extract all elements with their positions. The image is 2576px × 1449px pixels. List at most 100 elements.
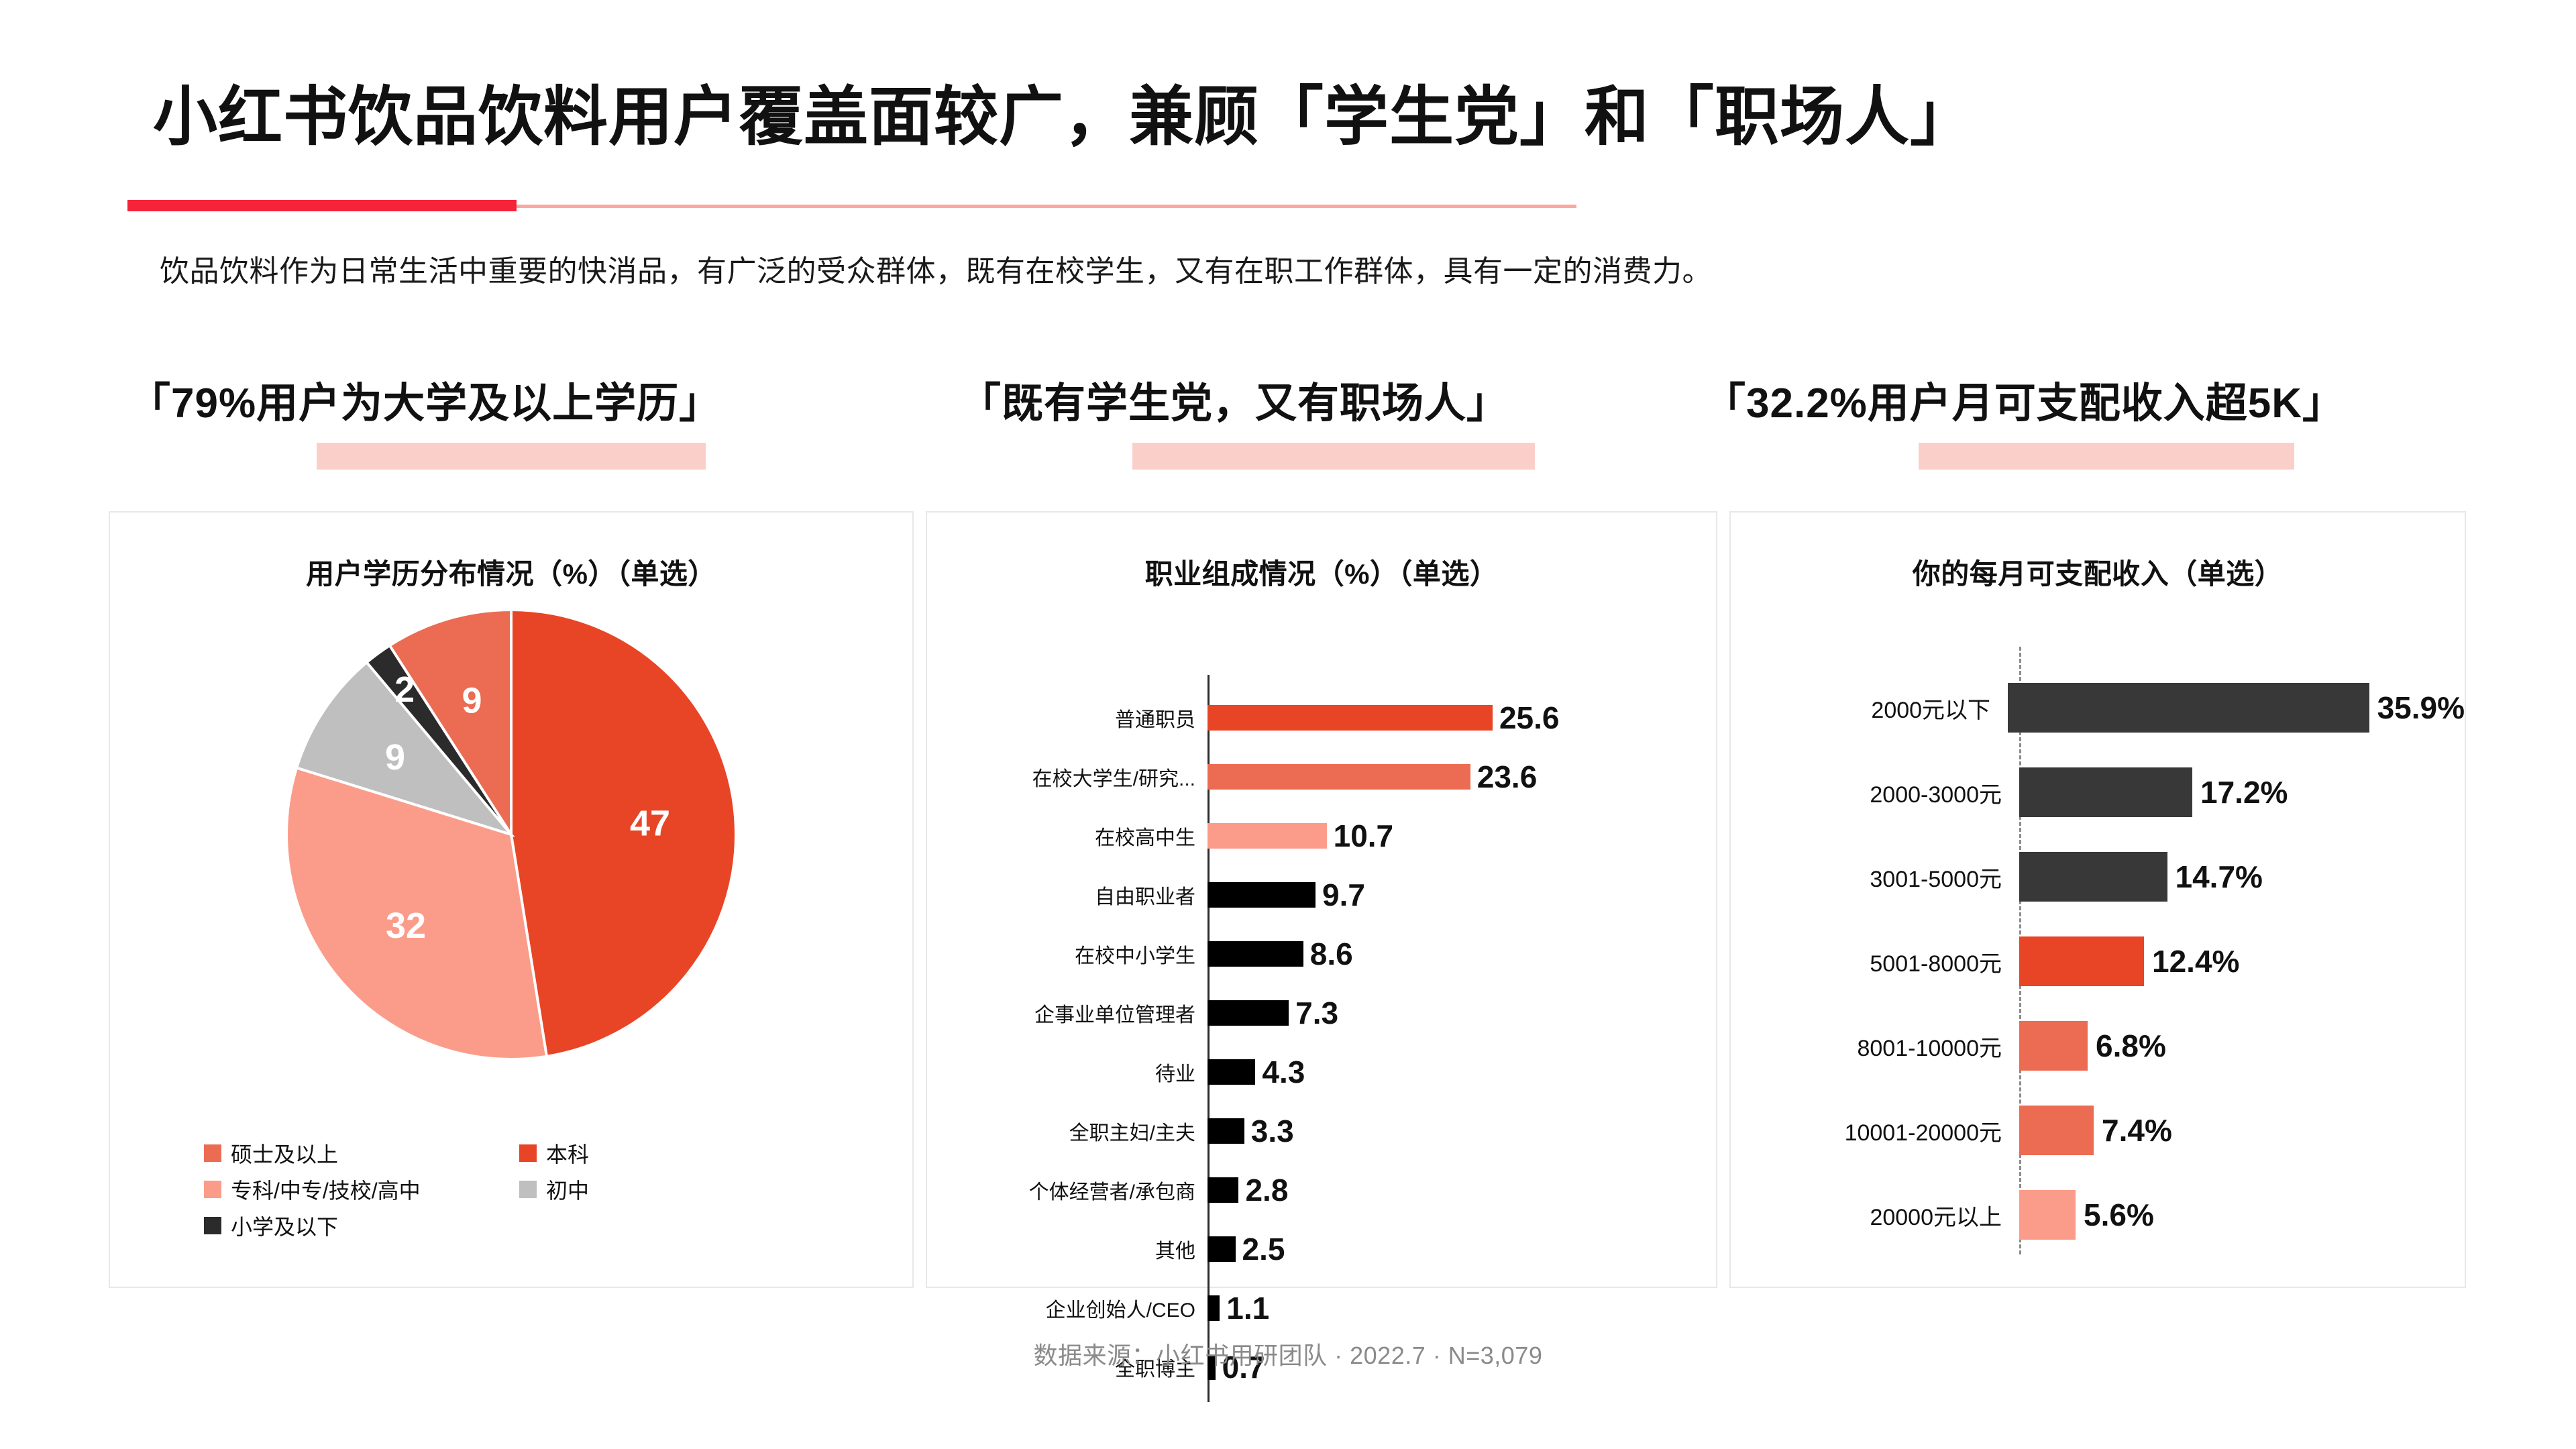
legend-item[interactable]: 初中 [519, 1173, 720, 1206]
bar [1208, 705, 1493, 731]
bar-value-label: 2.5 [1242, 1232, 1285, 1267]
bar [1208, 882, 1316, 908]
page-title: 小红书饮品饮料用户覆盖面较广，兼顾「学生党」和「职场人」 [153, 81, 1975, 153]
bar-category-label: 8001-10000元 [1857, 1035, 2002, 1061]
bar-row[interactable]: 企业创始人/CEO 1.1 [927, 1279, 1716, 1338]
bar [2019, 1106, 2094, 1155]
bar-value-label: 10.7 [1333, 818, 1394, 853]
bar-value-label: 8.6 [1309, 936, 1353, 971]
bar-row[interactable]: 全职博主 0.7 [927, 1338, 1716, 1397]
income-bar-chart: 2000元以下 35.9% 2000-3000元 17.2% 3001-5000元 14.… [1731, 513, 2465, 1287]
caption-underline [1919, 443, 2294, 470]
bar [1208, 1059, 1256, 1085]
bar-category-label: 5001-8000元 [1870, 951, 2002, 977]
bar-value-label: 2.8 [1245, 1173, 1289, 1208]
legend-item-label: 小学及以下 [231, 1215, 339, 1239]
bar-row[interactable]: 在校大学生/研究... 23.6 [927, 747, 1716, 806]
bar-value-label: 6.8% [2096, 1028, 2166, 1063]
bar [1208, 1236, 1236, 1262]
bar-row[interactable]: 自由职业者 9.7 [927, 865, 1716, 924]
bar [1208, 1295, 1220, 1321]
bar-category-label: 个体经营者/承包商 [1028, 1181, 1195, 1203]
bar [2019, 852, 2167, 902]
pie-slice-label: 47 [630, 804, 670, 844]
bar-value-label: 23.6 [1477, 759, 1538, 794]
bar-row[interactable]: 个体经营者/承包商 2.8 [927, 1161, 1716, 1220]
bar-value-label: 5.6% [2084, 1197, 2154, 1232]
page-title-wrap: 小红书饮品饮料用户覆盖面较广，兼顾「学生党」和「职场人」 [153, 80, 1975, 154]
chart-title-income: 你的每月可支配收入（单选） [1912, 558, 2284, 590]
bar-row[interactable]: 其他 2.5 [927, 1220, 1716, 1279]
caption-underline [317, 443, 706, 470]
card-education: 用户学历分布情况（%）（单选） 47 32 9 2 9 硕士及以上 本科 专科/中专/技校/… [109, 511, 914, 1288]
bar-row[interactable]: 2000-3000元 17.2% [1731, 750, 2465, 835]
bar-category-label: 待业 [1155, 1063, 1195, 1085]
bar-row[interactable]: 5001-8000元 12.4% [1731, 919, 2465, 1004]
bar-value-label: 14.7% [2175, 859, 2263, 894]
caption-education-text: 「79%用户为大学及以上学历」 [129, 380, 722, 427]
bar-category-label: 企事业单位管理者 [1034, 1004, 1195, 1026]
caption-education: 「79%用户为大学及以上学历」 [129, 369, 722, 470]
bar-value-label: 0.7 [1222, 1350, 1265, 1385]
legend-item[interactable]: 小学及以下 [204, 1209, 828, 1242]
bar-value-label: 35.9% [2377, 690, 2465, 725]
bar-category-label: 全职主妇/主夫 [1069, 1122, 1195, 1144]
bar-row[interactable]: 全职主妇/主夫 3.3 [927, 1102, 1716, 1161]
bar [1208, 1000, 1289, 1026]
bar-category-label: 在校高中生 [1095, 827, 1195, 849]
bar-value-label: 17.2% [2200, 775, 2288, 810]
title-rule-accent [127, 200, 517, 211]
bar [1208, 1177, 1239, 1203]
bar-value-label: 7.3 [1295, 996, 1339, 1030]
bar [1208, 1118, 1244, 1144]
legend-item[interactable]: 专科/中专/技校/高中 [204, 1173, 519, 1206]
bar-category-label: 自由职业者 [1095, 886, 1195, 908]
bar-row[interactable]: 3001-5000元 14.7% [1731, 835, 2465, 919]
bar [2019, 767, 2192, 817]
bar-category-label: 2000-3000元 [1870, 782, 2002, 808]
bar-category-label: 3001-5000元 [1870, 866, 2002, 892]
caption-income: 「32.2%用户月可支配收入超5K」 [1704, 369, 2345, 470]
bar-row[interactable]: 10001-20000元 7.4% [1731, 1088, 2465, 1173]
legend-item[interactable]: 本科 [519, 1136, 720, 1170]
pie-slice-label: 9 [385, 737, 405, 777]
bar-category-label: 10001-20000元 [1844, 1120, 2002, 1146]
section-captions: 「79%用户为大学及以上学历」 「既有学生党，又有职场人」 「32.2%用户月可… [0, 369, 2576, 483]
card-income: 你的每月可支配收入（单选） 2000元以下 35.9% 2000-3000元 17.2… [1729, 511, 2466, 1288]
pie-slice[interactable] [285, 766, 549, 1061]
pie-slice[interactable] [294, 660, 515, 837]
bar-row[interactable]: 在校高中生 10.7 [927, 806, 1716, 865]
bar-category-label: 企业创始人/CEO [1045, 1299, 1195, 1322]
pie-slice[interactable] [510, 608, 737, 1059]
bar-category-label: 在校中小学生 [1075, 945, 1195, 967]
bar-value-label: 4.3 [1262, 1055, 1305, 1089]
legend-item-label: 本科 [546, 1142, 590, 1167]
legend-swatch-icon [519, 1181, 537, 1198]
bar-row[interactable]: 在校中小学生 8.6 [927, 924, 1716, 983]
bar [1208, 823, 1327, 849]
bar [2019, 936, 2144, 986]
bar-category-label: 20000元以上 [1870, 1204, 2002, 1230]
legend-item[interactable]: 硕士及以上 [204, 1136, 519, 1170]
pie-slice[interactable] [388, 608, 513, 839]
pie-slice-label: 32 [386, 906, 426, 946]
bar-value-label: 9.7 [1322, 877, 1365, 912]
title-rule [127, 205, 1576, 208]
bar-row[interactable]: 8001-10000元 6.8% [1731, 1004, 2465, 1088]
bar-category-label: 其他 [1155, 1240, 1195, 1263]
legend-item-label: 硕士及以上 [231, 1142, 339, 1167]
bar-value-label: 3.3 [1250, 1114, 1294, 1148]
caption-income-text: 「32.2%用户月可支配收入超5K」 [1704, 380, 2345, 427]
bar-row[interactable]: 2000元以下 35.9% [1731, 665, 2465, 750]
bar-row[interactable]: 20000元以上 5.6% [1731, 1173, 2465, 1257]
bar-value-label: 1.1 [1226, 1291, 1270, 1326]
bar-value-label: 25.6 [1499, 700, 1560, 735]
legend-swatch-icon [204, 1144, 221, 1162]
bar-row[interactable]: 企事业单位管理者 7.3 [927, 983, 1716, 1042]
bar-category-label: 全职博主 [1115, 1358, 1195, 1381]
bar-row[interactable]: 普通职员 25.6 [927, 688, 1716, 747]
occupation-bar-chart: 普通职员 25.6 在校大学生/研究... 23.6 在校高中生 10.7 自由职业者 9.7… [927, 513, 1716, 1402]
bar-row[interactable]: 待业 4.3 [927, 1042, 1716, 1102]
